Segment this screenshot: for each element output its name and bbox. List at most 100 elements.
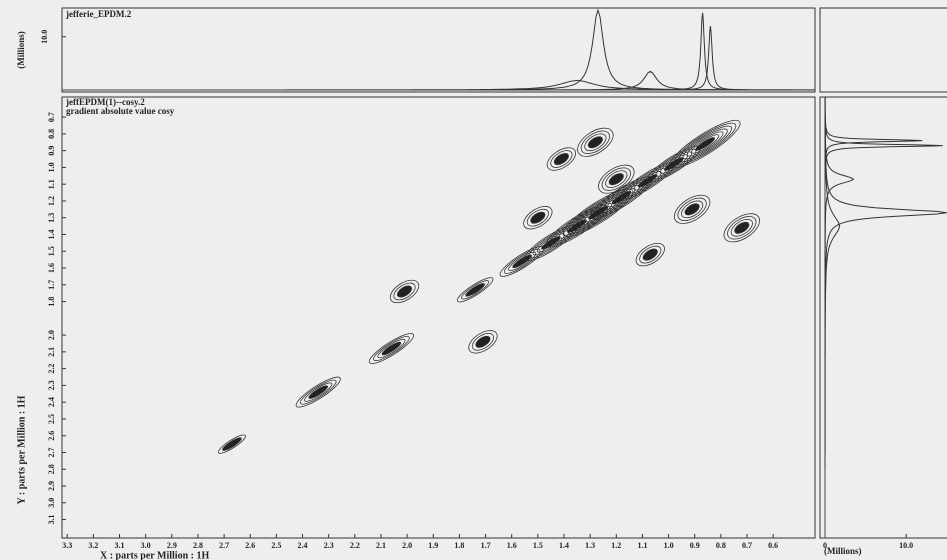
contour-level: [730, 218, 753, 237]
contour-level: [304, 382, 333, 402]
contour-level: [530, 211, 546, 224]
contour-level: [465, 283, 485, 297]
y-tick-label: 3.1: [47, 515, 56, 525]
contour-level: [526, 208, 549, 227]
contour-level: [308, 385, 329, 399]
contour-level: [677, 197, 707, 222]
contour-level: [389, 279, 420, 304]
y-tick-label: 3.0: [47, 498, 56, 508]
contour-level: [686, 131, 724, 157]
y-tick-label: 1.4: [47, 229, 56, 239]
contour-level: [673, 194, 711, 224]
contour-level: [562, 188, 634, 237]
contour-level: [217, 434, 246, 454]
contour-level: [553, 153, 569, 166]
contour-level: [471, 332, 495, 351]
x-tick-label: 2.1: [376, 541, 386, 550]
contour-level: [397, 285, 413, 298]
x-tick-label: 0.9: [690, 541, 700, 550]
contour-level: [584, 133, 607, 152]
x-tick-label: 1.6: [507, 541, 517, 550]
y-tick-label: 2.4: [47, 397, 56, 407]
x-tick-label: 1.5: [533, 541, 543, 550]
x-tick-label: 3.0: [141, 541, 151, 550]
contour-level: [536, 233, 565, 253]
projection-axis-label: (Millions): [16, 31, 26, 69]
contour-level: [546, 147, 577, 171]
chart-subtitle: gradient absolute value cosy: [66, 106, 175, 116]
x-tick-label: 1.2: [611, 541, 621, 550]
contour-level: [512, 254, 532, 269]
y-tick-label: 0.8: [47, 129, 56, 139]
contour-level: [373, 335, 410, 362]
contour-level: [723, 213, 761, 243]
right-panel: [819, 96, 947, 539]
x-tick-label: 3.3: [62, 541, 72, 550]
y-tick-label: 1.6: [47, 263, 56, 273]
y-tick-label: 1.3: [47, 213, 56, 223]
x-axis-label: X : parts per Million : 1H: [100, 550, 209, 560]
x-tick-label: 2.3: [324, 541, 334, 550]
right-tick-label: 10.0: [899, 541, 913, 550]
contour-level: [635, 242, 665, 267]
right-projection-peak: [824, 116, 923, 165]
contour-level: [633, 171, 662, 191]
contour-level: [577, 127, 614, 157]
x-tick-label: 3.2: [88, 541, 98, 550]
projection-peak: [672, 26, 749, 90]
y-tick-label: 2.6: [47, 431, 56, 441]
x-tick-label: 0.7: [742, 541, 752, 550]
contour-level: [642, 248, 658, 261]
y-tick-label: 1.0: [47, 162, 56, 172]
projection-peak: [200, 79, 815, 90]
x-tick-label: 2.8: [193, 541, 203, 550]
contour-level: [503, 248, 541, 274]
projection-tick-label: 10.0: [40, 30, 49, 44]
y-tick-label: 2.9: [47, 481, 56, 491]
contour-level: [674, 122, 737, 166]
x-tick-label: 1.3: [585, 541, 595, 550]
contour-level: [682, 128, 728, 160]
contour-level: [598, 164, 635, 194]
chart-title: jeffEPDM(1)--cosy.2: [65, 97, 145, 107]
contour-level: [734, 221, 750, 234]
contour-level: [475, 335, 491, 348]
contour-level: [608, 173, 624, 186]
contour-level: [468, 330, 498, 354]
y-tick-label: 1.2: [47, 196, 56, 206]
top-panel: [61, 7, 816, 93]
corner-panel: [819, 7, 947, 93]
contour-level: [678, 125, 732, 163]
x-tick-label: 1.1: [637, 541, 647, 550]
x-tick-label: 2.9: [167, 541, 177, 550]
contour-level: [295, 376, 341, 408]
x-tick-label: 2.0: [402, 541, 412, 550]
y-tick-label: 1.1: [47, 179, 56, 189]
x-tick-label: 2.6: [245, 541, 255, 550]
y-tick-label: 1.7: [47, 280, 56, 290]
y-tick-label: 2.1: [47, 347, 56, 357]
contour-level: [695, 137, 715, 151]
x-tick-label: 1.8: [454, 541, 464, 550]
contour-level: [583, 203, 613, 223]
contour-level: [601, 167, 631, 191]
contour-level: [605, 170, 628, 188]
projection-title: jefferie_EPDM.2: [65, 9, 132, 19]
x-tick-label: 0.8: [716, 541, 726, 550]
x-tick-label: 1.4: [559, 541, 569, 550]
contour-level: [580, 130, 611, 154]
contour-level: [381, 341, 402, 356]
contour-level: [727, 216, 757, 240]
x-tick-label: 2.2: [350, 541, 360, 550]
contour-level: [550, 150, 573, 168]
y-tick-label: 0.9: [47, 146, 56, 156]
y-tick-label: 1.5: [47, 246, 56, 256]
right-projection-peak: [824, 97, 841, 468]
x-tick-label: 1.9: [428, 541, 438, 550]
contour-level: [684, 203, 700, 216]
contour-level: [393, 282, 416, 301]
x-tick-label: 2.4: [298, 541, 308, 550]
x-tick-label: 2.5: [271, 541, 281, 550]
contour-level: [691, 134, 720, 154]
